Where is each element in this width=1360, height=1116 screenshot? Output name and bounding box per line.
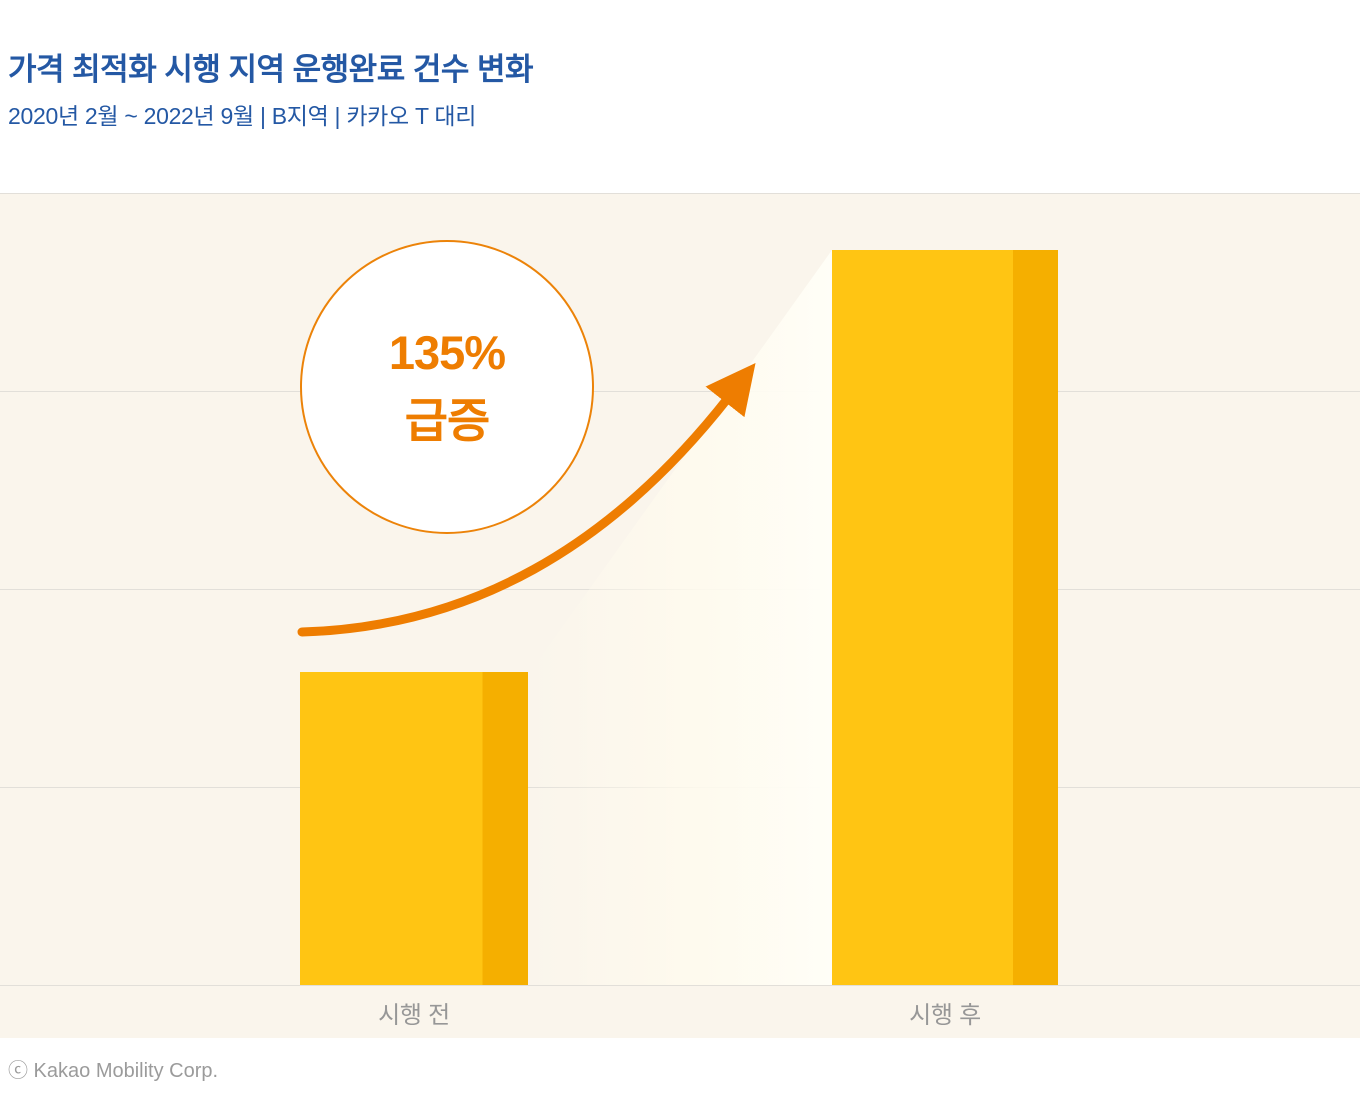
copyright-text: ⓒ Kakao Mobility Corp. — [8, 1060, 219, 1082]
badge-surge-text: 급증 — [404, 394, 490, 447]
bar-after-implementation — [832, 250, 1058, 985]
page-subtitle: 2020년 2월 ~ 2022년 9월 | B지역 | 카카오 T 대리 — [8, 103, 477, 129]
gridline — [0, 391, 1360, 392]
percent-increase-badge: 135% 급증 — [300, 240, 594, 534]
badge-percent-text: 135% — [388, 325, 506, 379]
bar-chart: 135% 급증 시행 전 시행 후 — [0, 193, 1360, 1038]
baseline-gridline — [0, 985, 1360, 986]
page-title: 가격 최적화 시행 지역 운행완료 건수 변화 — [8, 52, 534, 87]
gridline — [0, 193, 1360, 194]
x-label-before: 시행 전 — [378, 1002, 450, 1029]
bar-before-implementation — [300, 672, 528, 985]
x-label-after: 시행 후 — [909, 1002, 981, 1029]
